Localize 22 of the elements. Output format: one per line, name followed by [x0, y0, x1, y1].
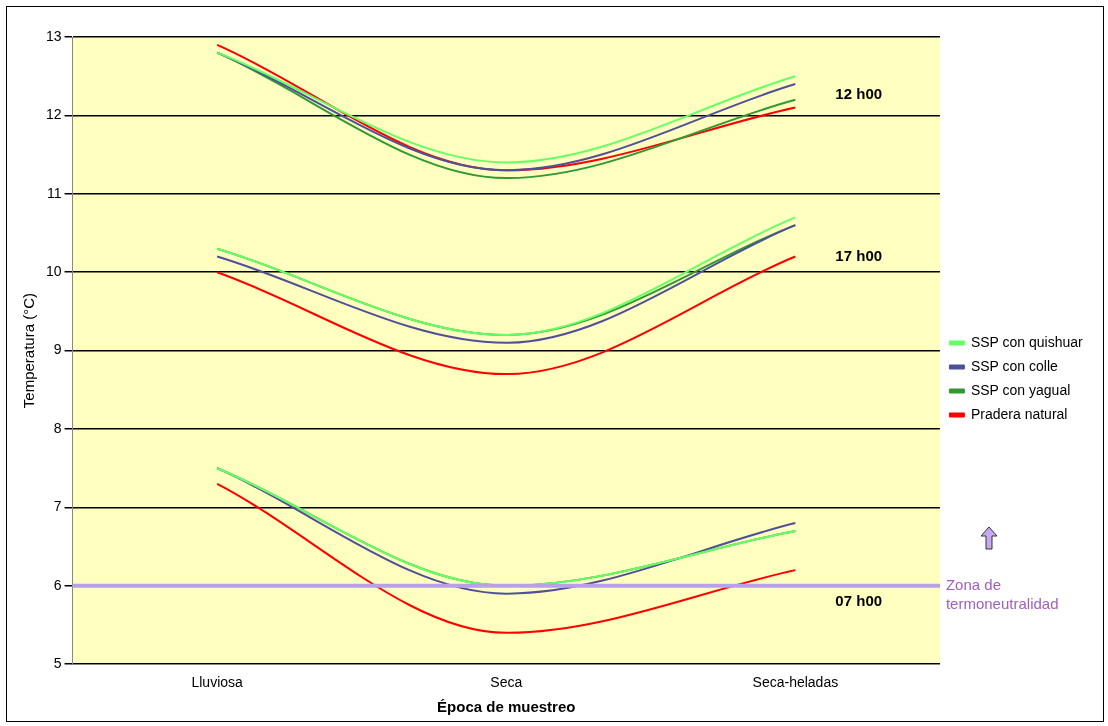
legend-label: SSP con yagual [970, 381, 1071, 398]
y-tick-label: 13 [45, 27, 62, 44]
x-tick-label: Seca [490, 674, 523, 691]
legend-label: SSP con quishuar [970, 333, 1084, 350]
legend-label: Pradera natural [970, 405, 1068, 422]
y-tick-label: 11 [47, 184, 62, 201]
y-tick-label: 8 [53, 419, 62, 436]
y-tick-label: 9 [53, 341, 62, 358]
x-axis-title: Época de muestreo [437, 698, 576, 716]
annotation: 17 h00 [835, 246, 883, 264]
y-tick-label: 6 [53, 576, 62, 593]
y-axis-title: Temperatura (°C) [20, 293, 38, 409]
y-tick-label: 5 [53, 655, 62, 672]
ref-line-label: Zona de termoneutralidad [945, 575, 1059, 612]
legend-label: SSP con colle [970, 357, 1059, 374]
annotation: 07 h00 [835, 591, 883, 609]
y-tick-label: 10 [45, 263, 62, 280]
annotation: 12 h00 [835, 85, 883, 103]
y-tick-label: 7 [53, 498, 62, 515]
y-tick-label: 12 [45, 106, 62, 123]
x-tick-label: Lluviosa [191, 674, 244, 691]
x-tick-label: Seca-heladas [752, 674, 839, 691]
